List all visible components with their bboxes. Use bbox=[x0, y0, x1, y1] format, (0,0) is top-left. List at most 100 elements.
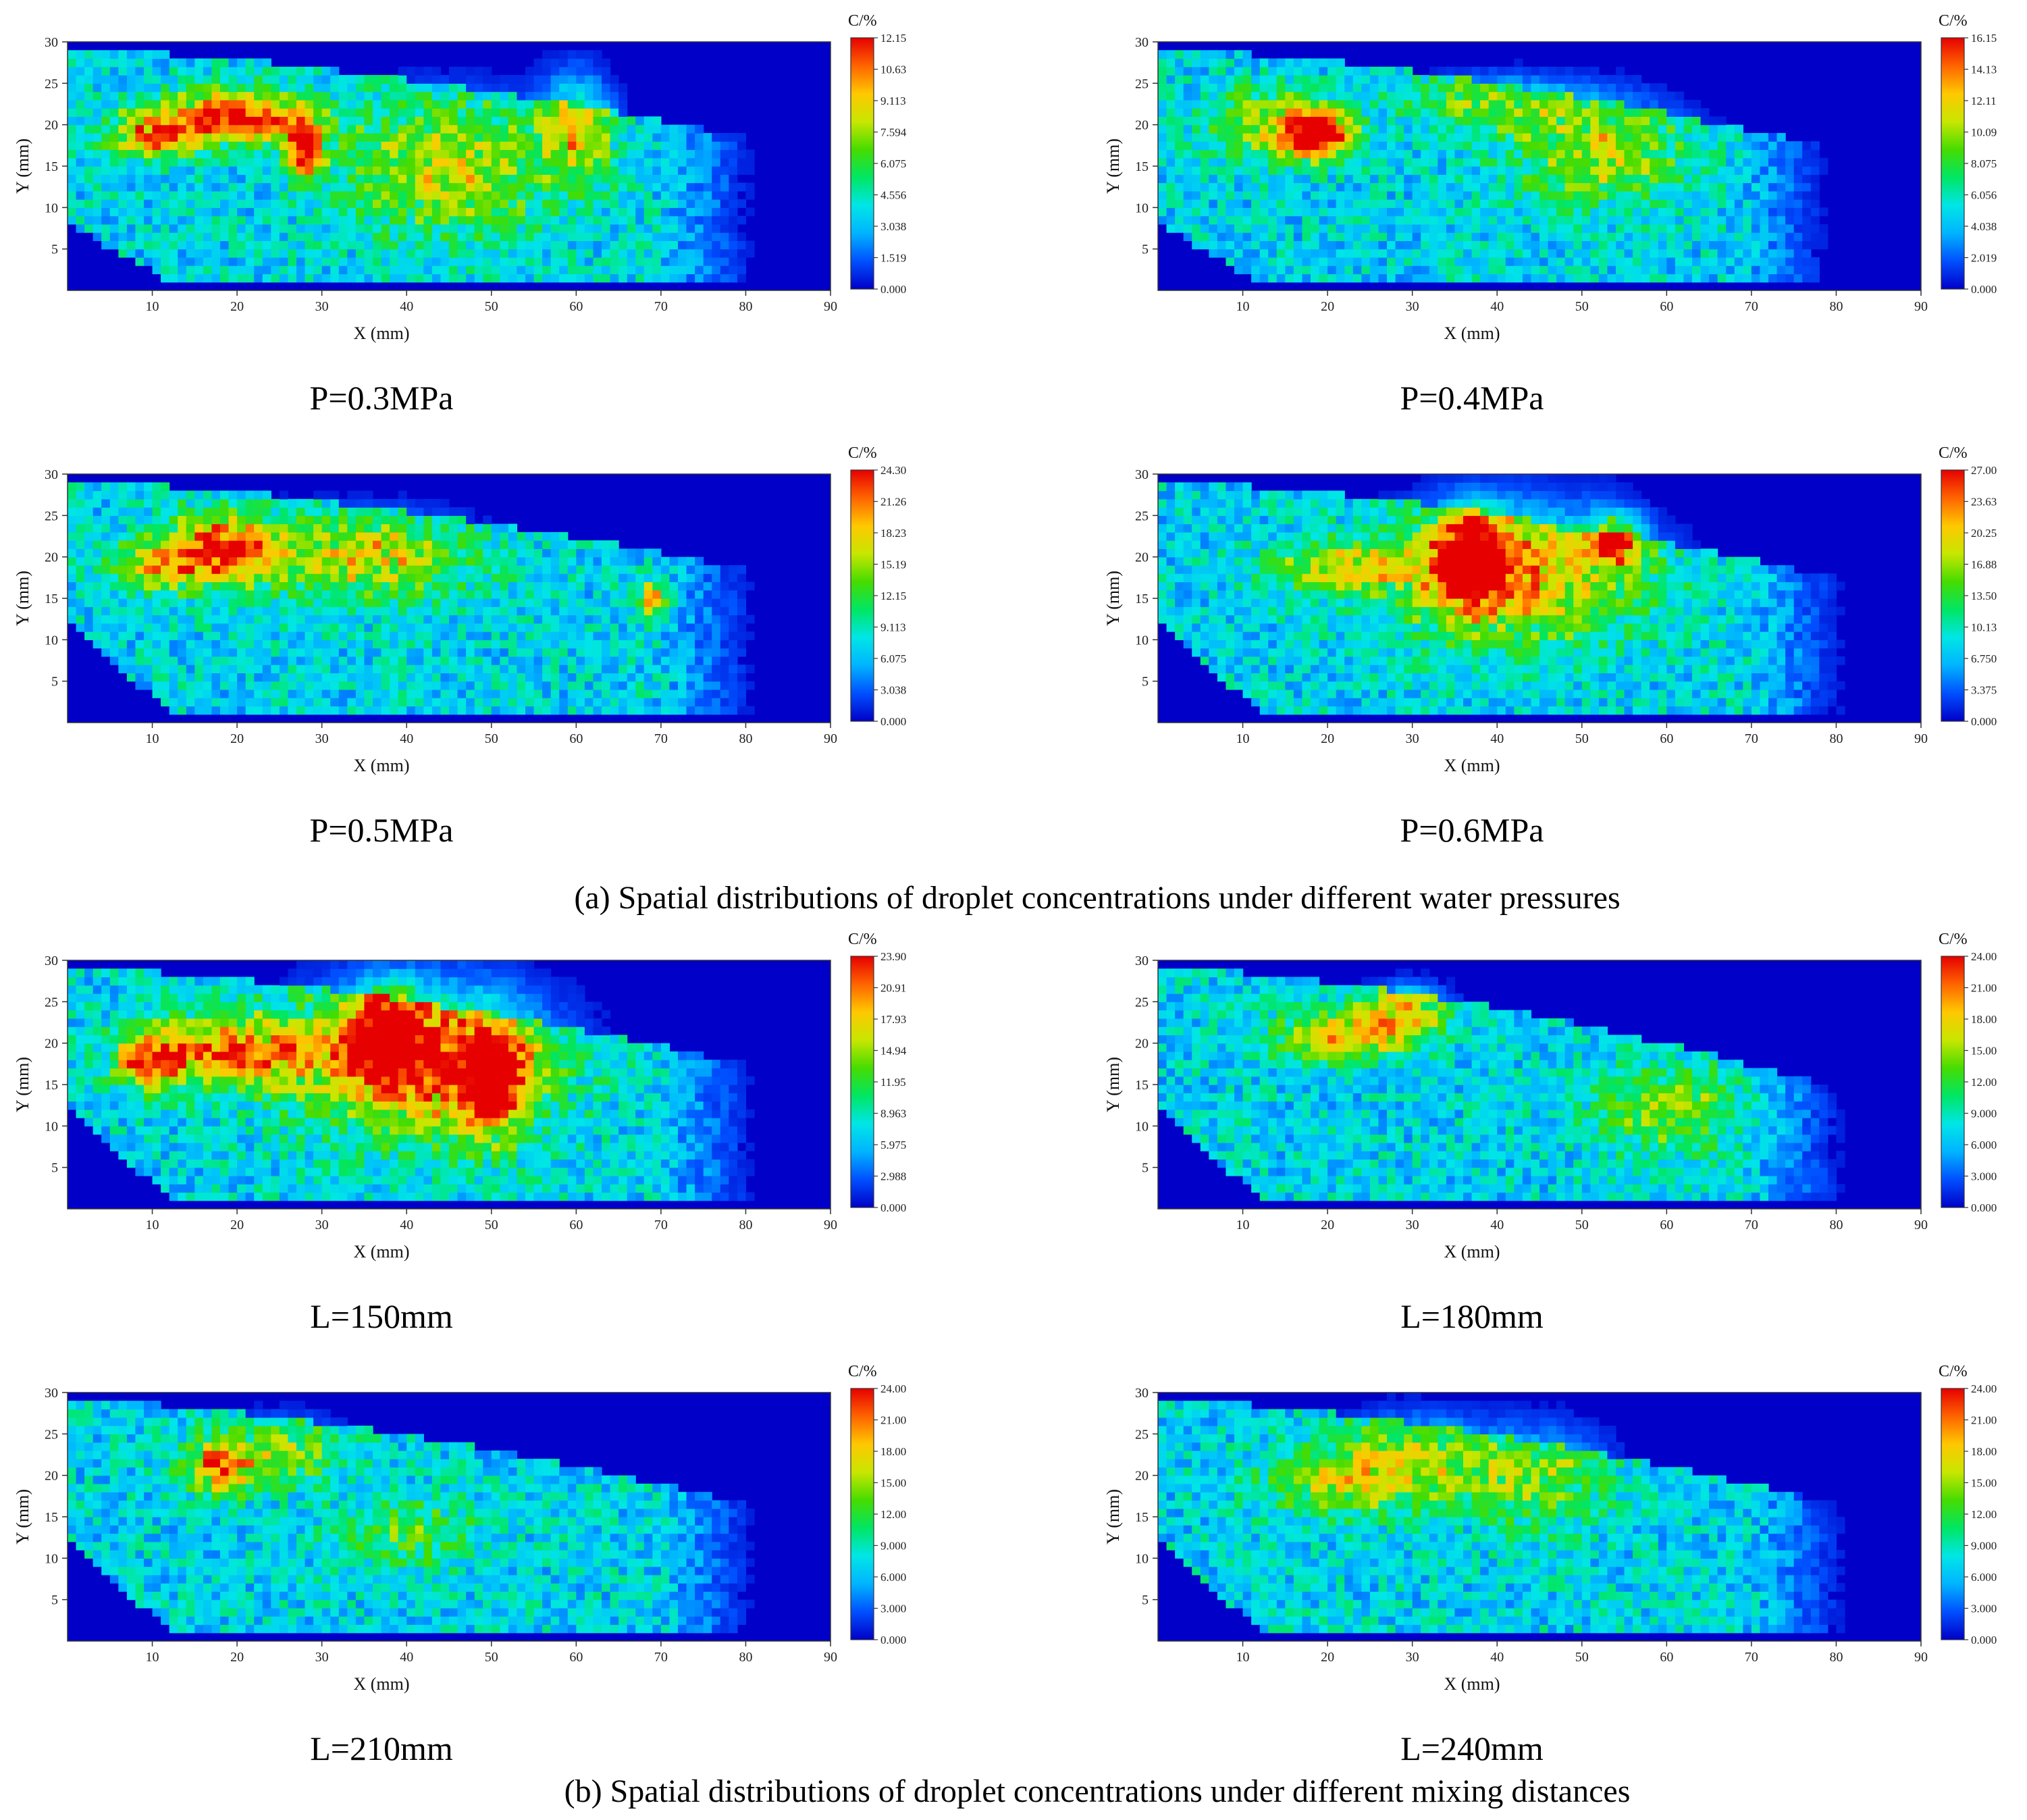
heatmap-cell bbox=[1234, 224, 1244, 233]
heatmap-cell bbox=[161, 623, 170, 632]
heatmap-cell bbox=[1607, 190, 1616, 200]
heatmap-cell bbox=[101, 507, 111, 516]
heatmap-cell bbox=[330, 108, 340, 117]
heatmap-cell bbox=[457, 141, 467, 151]
heatmap-cell bbox=[1810, 141, 1820, 151]
heatmap-cell bbox=[178, 640, 187, 649]
heatmap-cell bbox=[364, 581, 373, 591]
heatmap-cell bbox=[669, 157, 679, 167]
heatmap-cell bbox=[415, 166, 424, 175]
heatmap-cell bbox=[1268, 149, 1278, 159]
heatmap-cell bbox=[313, 631, 323, 640]
heatmap-cell bbox=[373, 515, 382, 525]
heatmap-cell bbox=[245, 698, 255, 707]
heatmap-cell bbox=[550, 182, 560, 192]
heatmap-cell bbox=[559, 257, 569, 266]
heatmap-cell bbox=[1650, 190, 1659, 200]
heatmap-cell bbox=[152, 141, 161, 151]
heatmap-cell bbox=[398, 665, 407, 673]
heatmap-cell bbox=[398, 190, 407, 200]
heatmap-cell bbox=[618, 91, 628, 101]
heatmap-cell bbox=[737, 215, 747, 225]
heatmap-cell bbox=[178, 490, 187, 500]
heatmap-cell bbox=[1387, 75, 1396, 84]
heatmap-cell bbox=[228, 249, 238, 258]
heatmap-cell bbox=[135, 573, 144, 583]
heatmap-cell bbox=[390, 665, 399, 673]
heatmap-cell bbox=[1675, 124, 1685, 134]
heatmap-cell bbox=[1726, 199, 1735, 208]
heatmap-cell bbox=[1421, 157, 1430, 167]
heatmap-cell bbox=[1650, 257, 1659, 266]
heatmap-cell bbox=[660, 157, 670, 167]
heatmap-cell bbox=[1650, 166, 1659, 175]
heatmap-cell bbox=[186, 631, 195, 640]
heatmap-cell bbox=[1454, 224, 1464, 233]
heatmap-cell bbox=[288, 199, 297, 208]
heatmap-cell bbox=[567, 182, 577, 192]
heatmap-cell bbox=[1183, 149, 1192, 159]
heatmap-cell bbox=[1692, 190, 1702, 200]
heatmap-cell bbox=[466, 199, 475, 208]
heatmap-cell bbox=[1726, 265, 1735, 275]
heatmap-cell bbox=[1607, 91, 1616, 101]
heatmap-cell bbox=[1581, 108, 1591, 117]
heatmap-cell bbox=[533, 182, 543, 192]
colorbar-tick-label: 14.13 bbox=[1971, 63, 1997, 76]
heatmap-cell bbox=[211, 141, 221, 151]
heatmap-cell bbox=[1327, 58, 1337, 68]
heatmap-cell bbox=[254, 573, 263, 583]
heatmap-cell bbox=[1743, 240, 1752, 250]
heatmap-cell bbox=[1488, 174, 1498, 184]
heatmap-cell bbox=[1785, 249, 1795, 258]
heatmap-cell bbox=[1352, 207, 1362, 217]
heatmap-cell bbox=[186, 498, 195, 508]
heatmap-cell bbox=[68, 50, 77, 59]
heatmap-cell bbox=[135, 673, 144, 682]
heatmap-cell bbox=[330, 99, 340, 109]
heatmap-cell bbox=[109, 573, 119, 583]
heatmap-cell bbox=[109, 548, 119, 558]
heatmap-cell bbox=[313, 108, 323, 117]
heatmap-cell bbox=[1768, 257, 1778, 266]
heatmap-cell bbox=[1192, 132, 1201, 142]
heatmap-cell bbox=[1692, 157, 1702, 167]
heatmap-cell bbox=[457, 108, 467, 117]
heatmap-cell bbox=[1675, 149, 1685, 159]
heatmap-cell bbox=[610, 207, 619, 217]
heatmap-cell bbox=[1183, 75, 1192, 84]
heatmap-cell bbox=[440, 124, 450, 134]
heatmap-cell bbox=[602, 157, 611, 167]
heatmap-cell bbox=[678, 132, 687, 142]
heatmap-cell bbox=[381, 232, 390, 241]
heatmap-cell bbox=[1251, 174, 1261, 184]
heatmap-cell bbox=[194, 274, 204, 283]
heatmap-cell bbox=[305, 232, 314, 241]
heatmap-cell bbox=[1285, 182, 1294, 192]
heatmap-cell bbox=[1573, 66, 1583, 76]
heatmap-cell bbox=[1454, 166, 1464, 175]
heatmap-cell bbox=[1166, 199, 1176, 208]
heatmap-cell bbox=[1658, 141, 1667, 151]
heatmap-cell bbox=[550, 232, 560, 241]
heatmap-cell bbox=[288, 149, 297, 159]
heatmap-cell bbox=[126, 149, 136, 159]
heatmap-cell bbox=[84, 199, 94, 208]
heatmap-cell bbox=[1497, 240, 1506, 250]
heatmap-cell bbox=[186, 99, 195, 109]
heatmap-cell bbox=[144, 174, 153, 184]
heatmap-cell bbox=[313, 689, 323, 698]
heatmap-cell bbox=[296, 698, 306, 707]
heatmap-cell bbox=[1378, 83, 1388, 93]
heatmap-cell bbox=[279, 149, 289, 159]
heatmap-cell bbox=[1217, 116, 1227, 126]
heatmap-cell bbox=[355, 215, 365, 225]
heatmap-cell bbox=[84, 565, 94, 574]
heatmap-cell bbox=[355, 706, 365, 715]
heatmap-cell bbox=[398, 556, 407, 566]
heatmap-cell bbox=[678, 240, 687, 250]
heatmap-cell bbox=[228, 224, 238, 233]
heatmap-cell bbox=[101, 623, 111, 632]
heatmap-cell bbox=[305, 498, 314, 508]
heatmap-cell bbox=[1666, 249, 1676, 258]
